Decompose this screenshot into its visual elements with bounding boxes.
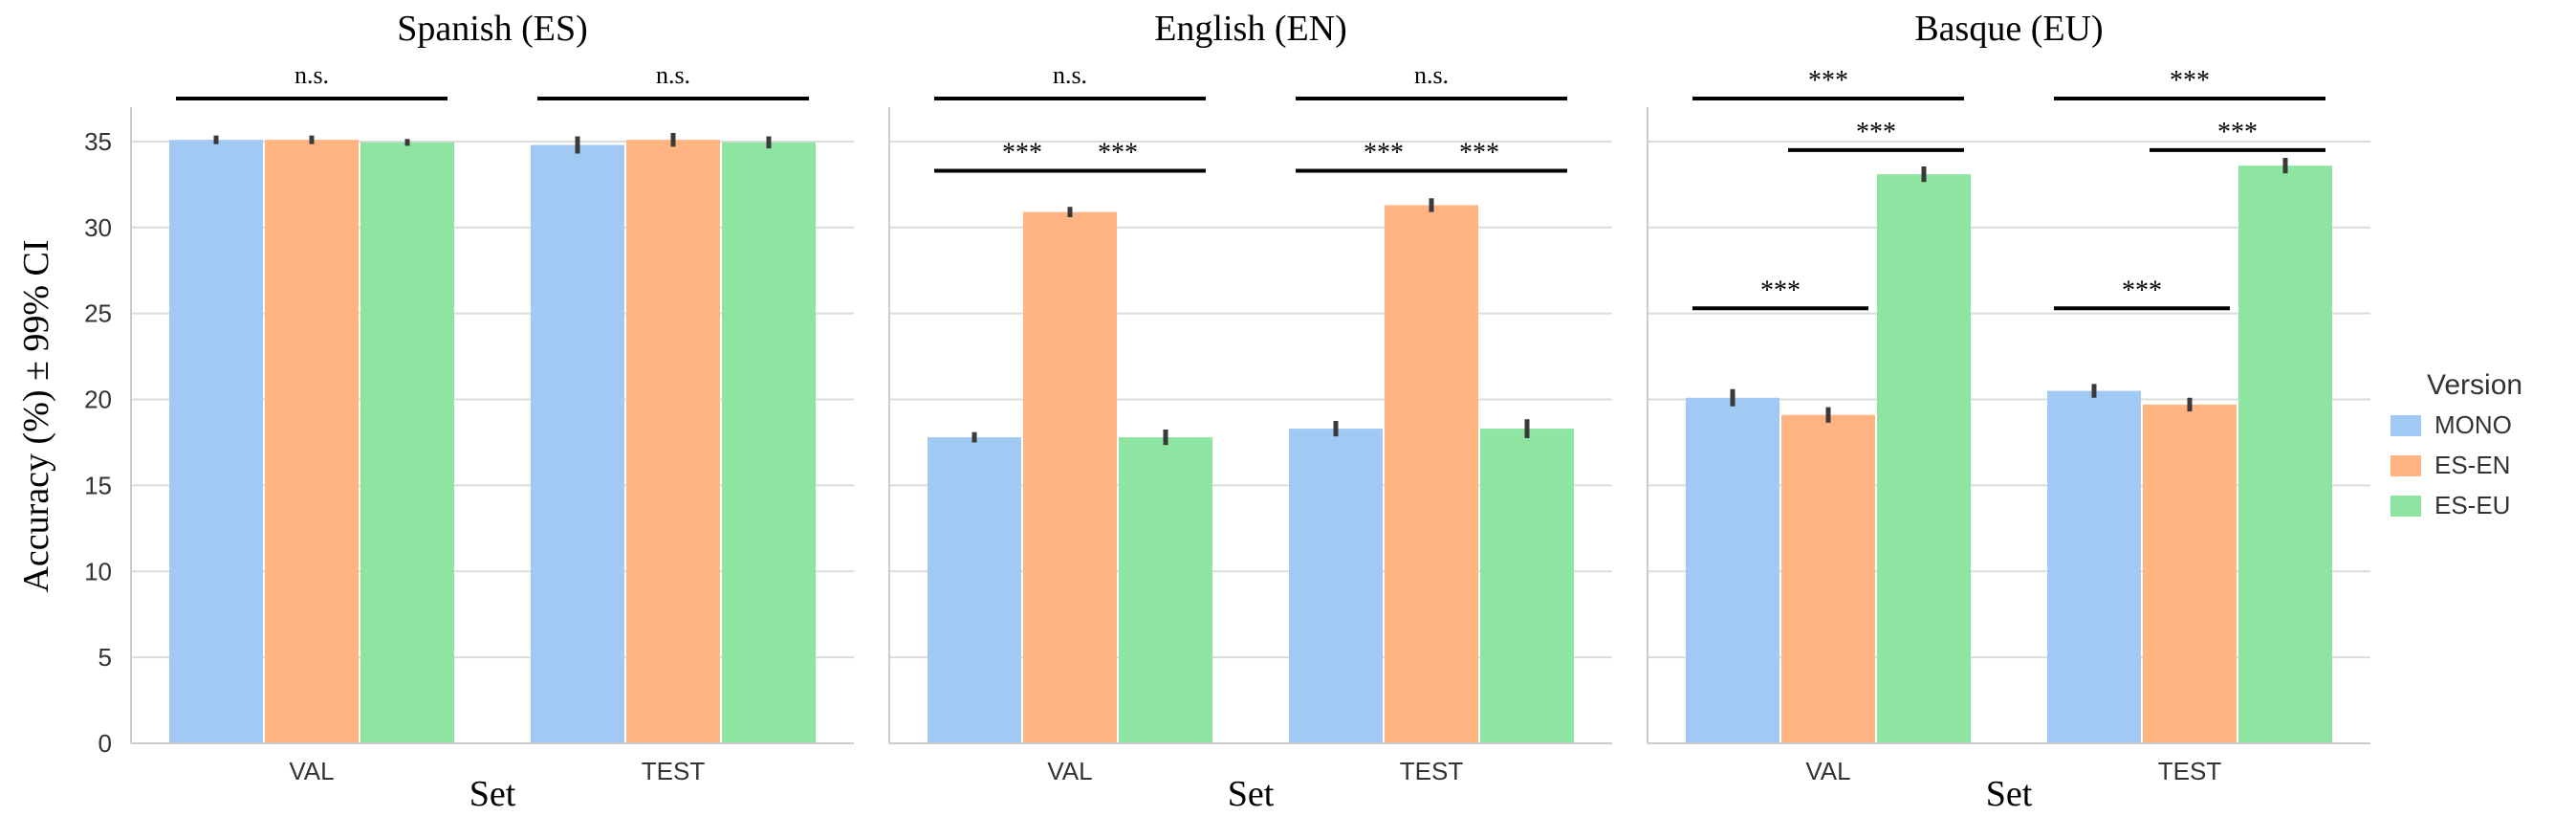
x-axis-label: Set bbox=[1986, 774, 2033, 814]
y-axis-label: Accuracy (%) ± 99% CI bbox=[16, 239, 56, 592]
legend-item: ES-EN bbox=[2390, 451, 2510, 479]
chart-panel: VAL TEST Set English (EN) n.s. *** *** n.s. *** *… bbox=[888, 9, 1612, 814]
bar bbox=[1480, 429, 1574, 743]
bar bbox=[1119, 437, 1212, 743]
y-tick-label: 30 bbox=[84, 213, 112, 242]
panel-title: Basque (EU) bbox=[1914, 9, 2103, 49]
significance-label: *** bbox=[2122, 276, 2162, 305]
y-tick-label: 20 bbox=[84, 386, 112, 414]
legend-label: ES-EU bbox=[2434, 491, 2510, 519]
significance-bracket: *** bbox=[2150, 118, 2325, 152]
significance-bracket: *** bbox=[1692, 276, 1868, 311]
legend: Version MONO ES-EN ES-EU bbox=[2390, 369, 2522, 519]
bar bbox=[1023, 211, 1117, 743]
legend-item: MONO bbox=[2390, 410, 2512, 439]
legend-swatch bbox=[2390, 455, 2421, 476]
legend-label: ES-EN bbox=[2434, 451, 2510, 479]
bar bbox=[1877, 174, 1971, 743]
panel-title: Spanish (ES) bbox=[397, 9, 588, 49]
significance-label: *** bbox=[1364, 139, 1404, 168]
significance-bracket: *** bbox=[934, 139, 1110, 173]
bar bbox=[265, 140, 359, 743]
y-tick-label: 15 bbox=[84, 471, 112, 499]
significance-label: *** bbox=[1098, 139, 1138, 168]
legend-swatch bbox=[2390, 496, 2421, 517]
y-tick-label: 25 bbox=[84, 299, 112, 328]
bar bbox=[531, 144, 624, 744]
significance-label: *** bbox=[1808, 66, 1848, 96]
bar bbox=[1289, 429, 1383, 743]
bar bbox=[2143, 404, 2237, 743]
chart-panels: 0 5 10 15 20 25 30 35 VAL TEST Set Spanish (ES) n.s.… bbox=[84, 9, 2370, 814]
bar bbox=[1385, 205, 1478, 744]
legend-title: Version bbox=[2427, 369, 2522, 401]
x-axis-label: Set bbox=[1228, 774, 1275, 814]
y-tick-label: 5 bbox=[98, 643, 112, 672]
significance-label: n.s. bbox=[1053, 61, 1087, 89]
significance-label: n.s. bbox=[1414, 61, 1449, 89]
chart-panel: 0 5 10 15 20 25 30 35 VAL TEST Set Spanish (ES) n.s.… bbox=[84, 9, 854, 814]
significance-label: *** bbox=[1760, 276, 1801, 305]
significance-label: *** bbox=[2170, 66, 2210, 96]
x-tick-label: VAL bbox=[1805, 757, 1850, 785]
bar bbox=[1686, 397, 1779, 743]
bar bbox=[722, 142, 816, 743]
x-tick-label: VAL bbox=[1047, 757, 1092, 785]
x-tick-label: TEST bbox=[1400, 757, 1464, 785]
bar bbox=[2047, 390, 2141, 743]
legend-label: MONO bbox=[2434, 410, 2512, 439]
x-tick-label: TEST bbox=[642, 757, 706, 785]
bar bbox=[2238, 166, 2332, 744]
significance-bracket: *** bbox=[2054, 276, 2230, 311]
y-tick-label: 35 bbox=[84, 127, 112, 156]
significance-label: *** bbox=[1459, 139, 1499, 168]
significance-label: *** bbox=[2217, 118, 2258, 147]
significance-label: n.s. bbox=[656, 61, 690, 89]
y-tick-label: 0 bbox=[98, 729, 112, 758]
significance-label: n.s. bbox=[295, 61, 329, 89]
bar bbox=[360, 142, 454, 743]
significance-bracket: n.s. bbox=[176, 61, 448, 101]
significance-label: *** bbox=[1856, 118, 1896, 147]
significance-bracket: *** bbox=[1788, 118, 1964, 152]
x-tick-label: VAL bbox=[289, 757, 334, 785]
bar bbox=[1781, 414, 1875, 743]
significance-bracket: *** bbox=[1030, 139, 1206, 173]
significance-bracket: *** bbox=[2054, 66, 2325, 101]
bar bbox=[928, 437, 1021, 743]
significance-bracket: *** bbox=[1391, 139, 1567, 173]
legend-item: ES-EU bbox=[2390, 491, 2510, 519]
significance-label: *** bbox=[1002, 139, 1042, 168]
x-tick-label: TEST bbox=[2158, 757, 2222, 785]
bar bbox=[169, 140, 263, 743]
significance-bracket: *** bbox=[1692, 66, 1964, 101]
legend-items: MONO ES-EN ES-EU bbox=[2390, 410, 2512, 519]
significance-bracket: n.s. bbox=[537, 61, 809, 101]
x-axis-label: Set bbox=[469, 774, 516, 814]
significance-bracket: n.s. bbox=[934, 61, 1206, 101]
legend-swatch bbox=[2390, 415, 2421, 436]
significance-bracket: n.s. bbox=[1296, 61, 1567, 101]
y-tick-label: 10 bbox=[84, 557, 112, 585]
bar bbox=[626, 140, 720, 743]
significance-bracket: *** bbox=[1296, 139, 1472, 173]
panel-title: English (EN) bbox=[1154, 9, 1347, 49]
